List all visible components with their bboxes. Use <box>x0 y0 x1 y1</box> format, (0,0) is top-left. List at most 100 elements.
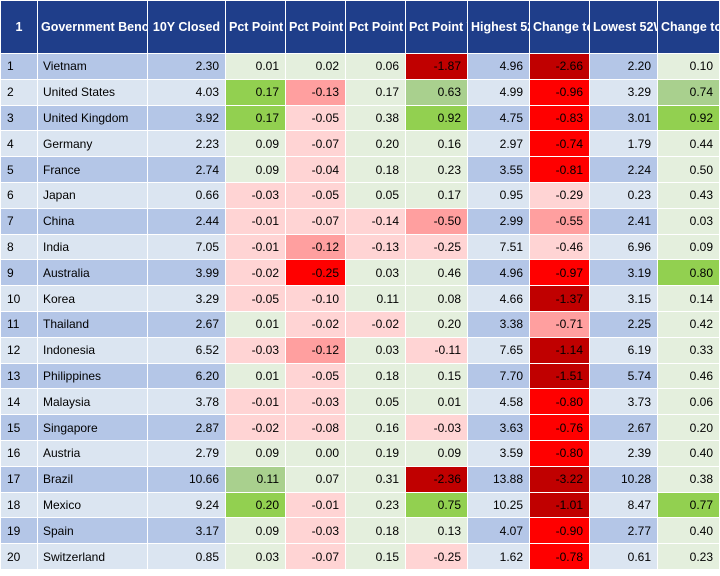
row-index: 4 <box>0 130 38 158</box>
highest-52w-cell: 3.38 <box>467 310 530 338</box>
lowest-52w-cell: 2.25 <box>589 310 658 338</box>
country-name: Malaysia <box>37 388 148 416</box>
change-l52w-cell: 0.44 <box>657 130 720 158</box>
change-l52w-cell: 0.50 <box>657 156 720 183</box>
header-index: 1 <box>0 0 38 54</box>
country-name: Switzerland <box>37 543 148 570</box>
dd-cell: 0.11 <box>225 465 286 493</box>
ytd-cell: -0.02 <box>345 310 406 338</box>
closed-cell: 0.66 <box>147 181 226 209</box>
table-row: 20 Switzerland 0.85 0.03 -0.07 0.15 -0.2… <box>0 543 720 570</box>
yy-cell: -0.50 <box>405 207 468 235</box>
dd-cell: 0.09 <box>225 130 286 158</box>
change-h52w-cell: -1.14 <box>529 336 590 364</box>
change-l52w-cell: 0.20 <box>657 414 720 441</box>
dd-cell: 0.01 <box>225 310 286 338</box>
ytd-cell: 0.05 <box>345 388 406 416</box>
table-row: 6 Japan 0.66 -0.03 -0.05 0.05 0.17 0.95 … <box>0 181 720 209</box>
change-h52w-cell: -0.74 <box>529 130 590 158</box>
ytd-cell: 0.15 <box>345 543 406 570</box>
closed-cell: 4.03 <box>147 78 226 106</box>
row-index: 18 <box>0 491 38 519</box>
change-l52w-cell: 0.43 <box>657 181 720 209</box>
row-index: 1 <box>0 53 38 80</box>
yy-cell: 0.16 <box>405 130 468 158</box>
table-row: 3 United Kingdom 3.92 0.17 -0.05 0.38 0.… <box>0 104 720 132</box>
lowest-52w-cell: 2.41 <box>589 207 658 235</box>
highest-52w-cell: 10.25 <box>467 491 530 519</box>
closed-cell: 2.74 <box>147 156 226 183</box>
change-h52w-cell: -1.51 <box>529 362 590 390</box>
ytd-cell: 0.31 <box>345 465 406 493</box>
ww-cell: -0.08 <box>285 414 346 441</box>
ww-cell: 0.00 <box>285 439 346 467</box>
header-change-l52w: Change to L52W <box>657 0 720 54</box>
closed-cell: 3.78 <box>147 388 226 416</box>
closed-cell: 2.44 <box>147 207 226 235</box>
change-h52w-cell: -0.71 <box>529 310 590 338</box>
row-index: 11 <box>0 310 38 338</box>
dd-cell: -0.02 <box>225 259 286 287</box>
ytd-cell: 0.19 <box>345 439 406 467</box>
closed-cell: 2.87 <box>147 414 226 441</box>
dd-cell: -0.02 <box>225 414 286 441</box>
table-row: 14 Malaysia 3.78 -0.01 -0.03 0.05 0.01 4… <box>0 388 720 416</box>
yy-cell: -0.25 <box>405 233 468 261</box>
closed-cell: 9.24 <box>147 491 226 519</box>
highest-52w-cell: 2.99 <box>467 207 530 235</box>
table-row: 11 Thailand 2.67 0.01 -0.02 -0.02 0.20 3… <box>0 310 720 338</box>
ww-cell: -0.10 <box>285 285 346 312</box>
row-index: 6 <box>0 181 38 209</box>
highest-52w-cell: 7.70 <box>467 362 530 390</box>
ytd-cell: 0.18 <box>345 156 406 183</box>
ytd-cell: 0.18 <box>345 362 406 390</box>
change-l52w-cell: 0.46 <box>657 362 720 390</box>
ytd-cell: -0.13 <box>345 233 406 261</box>
ww-cell: -0.01 <box>285 491 346 519</box>
ww-cell: -0.04 <box>285 156 346 183</box>
table-row: 1 Vietnam 2.30 0.01 0.02 0.06 -1.87 4.96… <box>0 53 720 80</box>
highest-52w-cell: 4.96 <box>467 259 530 287</box>
table-row: 17 Brazil 10.66 0.11 0.07 0.31 -2.36 13.… <box>0 465 720 493</box>
closed-cell: 6.20 <box>147 362 226 390</box>
change-h52w-cell: -0.97 <box>529 259 590 287</box>
row-index: 2 <box>0 78 38 106</box>
closed-cell: 0.85 <box>147 543 226 570</box>
change-l52w-cell: 0.06 <box>657 388 720 416</box>
dd-cell: -0.01 <box>225 388 286 416</box>
ytd-cell: 0.17 <box>345 78 406 106</box>
ytd-cell: 0.16 <box>345 414 406 441</box>
dd-cell: 0.01 <box>225 362 286 390</box>
dd-cell: -0.05 <box>225 285 286 312</box>
country-name: Vietnam <box>37 53 148 80</box>
country-name: Japan <box>37 181 148 209</box>
country-name: India <box>37 233 148 261</box>
change-l52w-cell: 0.40 <box>657 517 720 545</box>
lowest-52w-cell: 2.77 <box>589 517 658 545</box>
closed-cell: 3.99 <box>147 259 226 287</box>
highest-52w-cell: 0.95 <box>467 181 530 209</box>
closed-cell: 2.30 <box>147 53 226 80</box>
yy-cell: 0.17 <box>405 181 468 209</box>
yy-cell: -2.36 <box>405 465 468 493</box>
country-name: United Kingdom <box>37 104 148 132</box>
dd-cell: 0.09 <box>225 439 286 467</box>
yy-cell: -1.87 <box>405 53 468 80</box>
header-ww: Pct Point W/W <box>285 0 346 54</box>
lowest-52w-cell: 3.19 <box>589 259 658 287</box>
dd-cell: 0.17 <box>225 78 286 106</box>
ytd-cell: -0.14 <box>345 207 406 235</box>
change-h52w-cell: -0.29 <box>529 181 590 209</box>
change-h52w-cell: -0.90 <box>529 517 590 545</box>
closed-cell: 10.66 <box>147 465 226 493</box>
highest-52w-cell: 2.97 <box>467 130 530 158</box>
ww-cell: -0.07 <box>285 543 346 570</box>
header-highest-52w: Highest 52W <box>467 0 530 54</box>
lowest-52w-cell: 2.39 <box>589 439 658 467</box>
lowest-52w-cell: 2.24 <box>589 156 658 183</box>
yy-cell: -0.11 <box>405 336 468 364</box>
change-l52w-cell: 0.40 <box>657 439 720 467</box>
lowest-52w-cell: 3.29 <box>589 78 658 106</box>
highest-52w-cell: 4.99 <box>467 78 530 106</box>
